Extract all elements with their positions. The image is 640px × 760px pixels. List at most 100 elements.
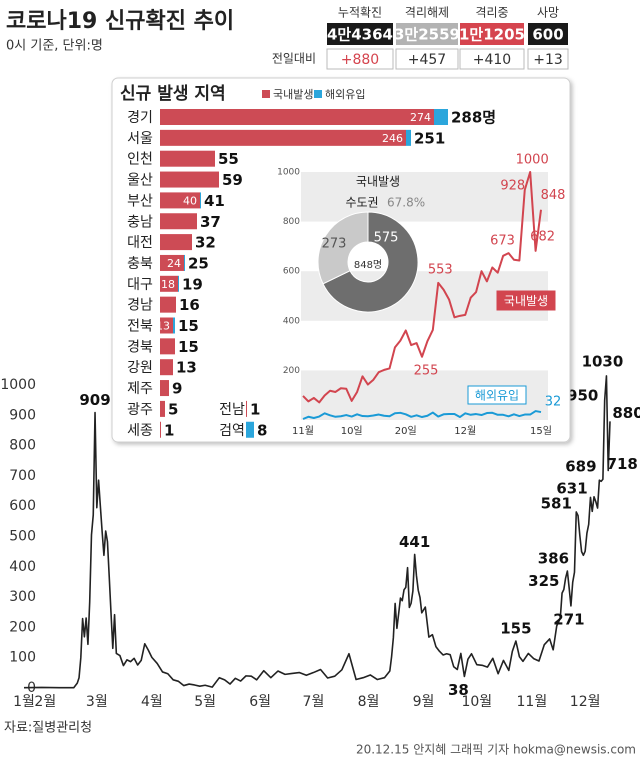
data-label: 32 [545,395,562,410]
category-label: 서울 [127,131,153,147]
bar-segment [160,213,197,230]
segment-label: 274 [410,111,431,124]
bar-segment [160,317,173,334]
change-box [326,48,394,70]
category-label: 대전 [127,235,153,251]
bar-segment [160,275,178,292]
category-label: 인천 [127,152,153,168]
y-tick-label: 600 [283,267,300,277]
data-label: 255 [414,363,439,378]
stat-change: +410 [473,52,511,68]
legend-swatch [262,90,270,98]
segment-label: 24 [167,257,181,270]
total-label: 55 [218,150,239,168]
y-tick-label: 400 [283,316,300,326]
stats-table: 누적확진 4만4364 +880 격리해제 3만2559 +457 격리중 1만1205 +41… [326,6,569,70]
x-tick-label: 9월 [413,694,435,710]
y-tick-label: 200 [9,619,36,635]
data-label: 631 [556,479,587,497]
data-label: 271 [553,610,584,628]
donut-segment [322,211,419,313]
y-tick-label: 700 [9,468,36,484]
segment-label: 13 [156,320,170,333]
total-label: 15 [178,317,199,335]
bar-segment [160,296,176,313]
donut-segment [317,211,369,285]
legend-label: 해외유입 [325,87,365,101]
segment-label: 40 [183,194,197,207]
y-tick-label: 1000 [0,377,36,393]
category-label: 전북 [127,319,153,335]
category-label: 경기 [127,110,153,126]
data-label: 718 [607,455,638,473]
x-tick-label: 11월 [292,425,314,437]
bar-segment [160,254,184,271]
category-label: 검역 [219,423,245,439]
legend-swatch [314,90,322,98]
stat-change: +13 [533,52,563,68]
total-label: 1 [164,421,174,439]
x-tick-label: 2월 [34,694,56,710]
bar-segment [160,380,169,397]
x-tick-label: 5월 [194,694,216,710]
total-label: 288명 [451,109,496,127]
total-label: 251 [414,129,445,147]
data-label: 581 [541,494,572,512]
donut-value: 575 [374,231,399,246]
category-label: 충남 [127,214,153,230]
donut-title: 국내발생 [356,175,400,189]
bar-segment [160,129,406,146]
bar-segment [160,421,161,438]
stat-label: 격리해제 [405,6,449,20]
x-tick-label: 11월 [517,694,548,710]
bar-segment [160,359,173,376]
data-label: 155 [500,620,531,638]
stat-label: 격리중 [475,6,508,20]
stat-box [327,23,393,45]
donut-value: 273 [322,237,347,252]
category-label: 전남 [219,402,245,418]
stat-label: 누적확진 [338,6,382,20]
stat-box [528,23,568,45]
x-tick-label: 6월 [249,694,271,710]
bar-segment [406,129,411,146]
x-tick-label: 20일 [395,425,417,437]
change-box [527,48,569,70]
data-label: 325 [528,572,559,590]
category-label: 경북 [127,339,153,355]
bar-segment [160,338,175,355]
x-tick-label: 4월 [141,694,163,710]
page-title: 코로나19 신규확진 추이 [6,9,234,34]
bar-segment [246,421,254,438]
total-label: 8 [257,421,267,439]
segment-label: 18 [161,278,175,291]
category-label: 부산 [127,193,153,209]
stat-label: 사망 [537,6,559,20]
credit: 20.12.15 안지혜 그래픽 기자 hokma@newsis.com [356,743,636,757]
stat-box [460,23,524,45]
x-tick-label: 7월 [303,694,325,710]
data-label: 682 [530,229,555,244]
total-label: 16 [179,296,200,314]
category-label: 세종 [127,423,153,439]
category-label: 울산 [127,173,153,189]
category-label: 광주 [127,402,153,418]
bar-segment [173,317,175,334]
stat-change: +880 [341,52,379,68]
y-tick-label: 900 [9,407,36,423]
chart-title: 신규 발생 지역 [120,84,226,104]
stat-value: 1만1205 [459,26,525,44]
series-label-box [467,385,527,405]
y-tick-label: 600 [9,498,36,514]
data-line [302,410,542,420]
stat-value: 3만2559 [394,26,460,44]
y-tick-label: 300 [9,589,36,605]
y-tick-label: 1000 [277,168,300,178]
bar-segment [160,109,434,125]
total-label: 41 [204,192,225,210]
change-box [459,48,525,70]
bar-segment [160,234,192,251]
stat-value: 4만4364 [327,26,393,44]
